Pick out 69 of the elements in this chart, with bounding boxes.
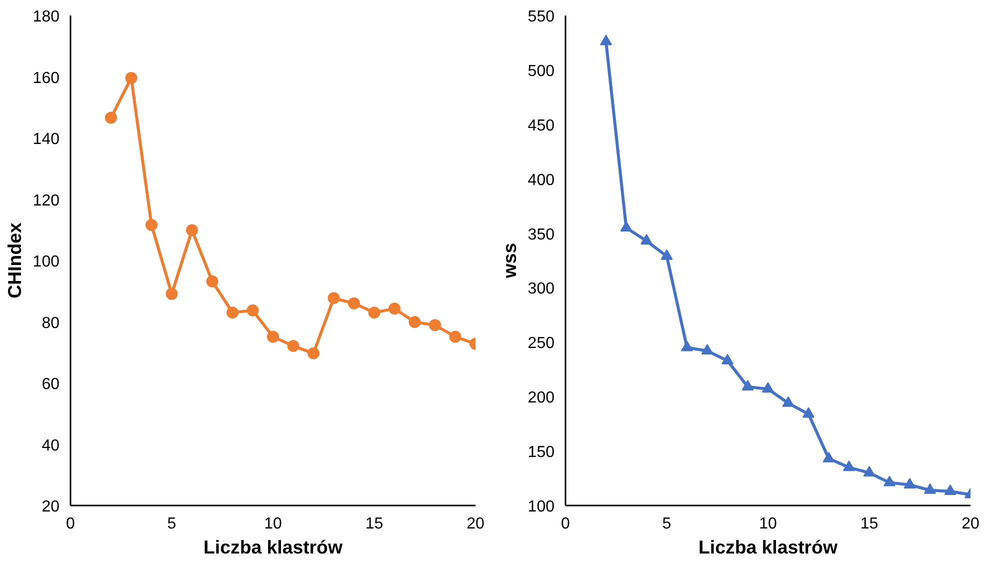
- point: [246, 304, 259, 316]
- y-tick-label: 550: [528, 8, 555, 26]
- y-axis-title: wss: [498, 242, 520, 280]
- x-axis-title: Liczba klastrów: [204, 536, 343, 558]
- point: [660, 249, 673, 260]
- x-tick-label: 15: [365, 516, 384, 532]
- point: [863, 466, 876, 477]
- point: [822, 452, 835, 462]
- point: [388, 302, 400, 315]
- x-tick-label: 15: [860, 516, 878, 532]
- point: [328, 292, 340, 304]
- point: [904, 478, 916, 488]
- point: [408, 316, 421, 328]
- y-tick-label: 140: [32, 131, 60, 148]
- y-tick-label: 350: [528, 226, 555, 244]
- point: [206, 275, 218, 288]
- y-tick-label: 80: [42, 314, 60, 332]
- y-tick-label: 120: [32, 192, 60, 210]
- point: [782, 396, 794, 407]
- point: [701, 344, 714, 355]
- y-axis-title: CHIndex: [4, 222, 25, 298]
- x-tick-label: 20: [466, 516, 484, 532]
- x-tick-label: 5: [167, 516, 176, 532]
- point: [802, 407, 814, 418]
- y-tick-label: 300: [528, 280, 555, 298]
- x-tick-label: 20: [962, 516, 980, 532]
- x-tick-label: 0: [561, 516, 570, 532]
- point: [308, 347, 320, 360]
- y-tick-label: 450: [528, 117, 555, 134]
- x-axis-title: Liczba klastrów: [698, 536, 838, 558]
- point: [449, 330, 462, 343]
- x-tick-label: 5: [662, 516, 672, 532]
- point: [620, 220, 632, 232]
- point: [640, 234, 652, 245]
- point: [429, 319, 441, 332]
- point: [681, 340, 693, 352]
- y-tick-label: 160: [32, 70, 60, 87]
- y-tick-label: 40: [42, 437, 60, 454]
- point: [722, 354, 734, 364]
- point: [166, 288, 178, 300]
- point: [924, 483, 936, 494]
- point: [843, 460, 855, 472]
- point: [186, 224, 198, 236]
- y-tick-label: 100: [32, 254, 60, 270]
- point: [125, 72, 138, 84]
- y-tick-label: 400: [528, 172, 555, 189]
- point: [600, 34, 612, 46]
- point: [267, 330, 279, 343]
- y-tick-label: 60: [42, 376, 60, 393]
- y-tick-label: 200: [528, 390, 555, 407]
- point: [348, 297, 360, 310]
- point: [226, 306, 238, 319]
- x-tick-label: 10: [264, 516, 282, 532]
- y-tick-label: 250: [528, 335, 555, 352]
- y-tick-label: 20: [42, 498, 60, 516]
- x-tick-label: 10: [759, 516, 777, 532]
- y-tick-label: 100: [528, 498, 555, 516]
- point: [884, 476, 896, 486]
- point: [146, 218, 158, 231]
- point: [287, 340, 300, 352]
- point: [762, 382, 774, 393]
- point: [742, 380, 754, 390]
- point: [368, 306, 380, 319]
- point: [944, 484, 956, 496]
- point: [105, 112, 117, 124]
- y-tick-label: 500: [528, 62, 555, 80]
- x-tick-label: 0: [66, 516, 76, 532]
- y-tick-label: 150: [528, 444, 555, 462]
- y-tick-label: 180: [32, 8, 60, 26]
